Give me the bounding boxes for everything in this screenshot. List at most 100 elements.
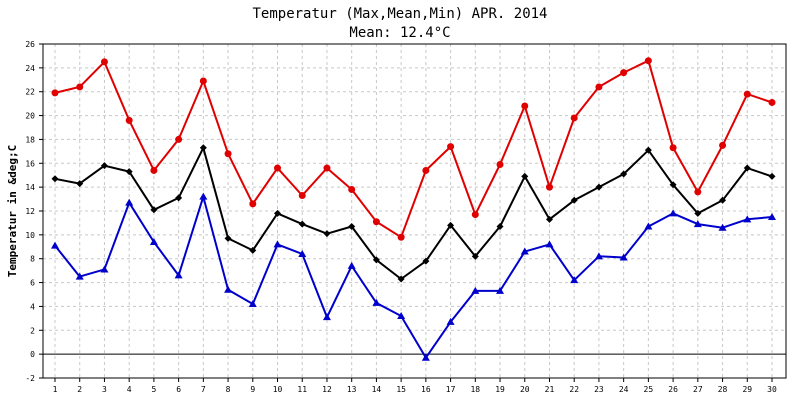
x-tick-label: 27 — [693, 385, 703, 394]
series-mean-point — [150, 206, 158, 214]
series-max-point — [323, 164, 331, 172]
x-tick-label: 1 — [53, 385, 58, 394]
series-mean-point — [274, 209, 282, 217]
series-max-point — [719, 141, 727, 149]
series-min-point — [421, 353, 430, 361]
series-max-point — [768, 98, 776, 106]
x-tick-label: 12 — [322, 385, 332, 394]
series-min-point — [100, 265, 109, 273]
series-min-point — [594, 252, 603, 260]
y-tick-label: 2 — [30, 326, 35, 335]
series-max-point — [397, 233, 405, 241]
x-tick-labels: 1 2 3 4 5 6 7 8 9 10 11 12 13 14 15 16 17 18 19 20 21 22 23 24 2… — [53, 378, 777, 394]
plot-frame — [42, 43, 787, 379]
y-tick-label: 16 — [25, 159, 35, 168]
series-max-point — [298, 191, 306, 199]
series-max-point — [743, 90, 751, 98]
series-mean-point — [669, 181, 677, 189]
y-tick-label: 0 — [30, 350, 35, 359]
series-min-point — [693, 220, 702, 228]
x-tick-label: 20 — [520, 385, 530, 394]
x-tick-label: 11 — [297, 385, 307, 394]
series-min-point — [644, 222, 653, 230]
chart-subtitle: Mean: 12.4°C — [349, 25, 450, 41]
series-mean-point — [620, 170, 628, 178]
series-min-point — [174, 271, 183, 279]
series-mean-point — [348, 223, 356, 231]
series-max-point — [348, 186, 356, 194]
x-tick-label: 7 — [201, 385, 206, 394]
y-axis-label: Temperatur in &deg;C — [6, 145, 19, 277]
series-max-point — [76, 83, 84, 91]
series-mean-point — [447, 221, 455, 229]
series-min-point — [149, 238, 158, 246]
series-max-point — [372, 218, 380, 226]
series-max-point — [224, 150, 232, 158]
series-max-point — [471, 211, 479, 219]
x-tick-label: 16 — [421, 385, 431, 394]
series-max-point — [447, 143, 455, 151]
series-max-point — [694, 188, 702, 196]
y-tick-label: 8 — [30, 255, 35, 264]
series-mean-point — [719, 196, 727, 204]
y-tick-label: 6 — [30, 279, 35, 288]
series-mean-point — [694, 209, 702, 217]
series-min-point — [718, 223, 727, 231]
y-tick-label: 20 — [25, 112, 35, 121]
series-max-point — [125, 116, 133, 124]
series-max-point — [521, 102, 529, 110]
series-mean-point — [595, 183, 603, 191]
series-mean-point — [422, 257, 430, 265]
x-tick-label: 24 — [619, 385, 629, 394]
series-min-point — [125, 198, 134, 206]
y-tick-label: 22 — [25, 88, 35, 97]
series-min-point — [347, 261, 356, 269]
series-max-point — [570, 114, 578, 122]
series-mean-line — [54, 146, 773, 280]
series-max-point — [422, 166, 430, 174]
y-tick-label: 24 — [25, 64, 35, 73]
x-tick-label: 28 — [718, 385, 728, 394]
x-tick-label: 17 — [446, 385, 456, 394]
x-tick-label: 21 — [545, 385, 555, 394]
x-tick-label: 23 — [594, 385, 604, 394]
series-min-point — [768, 212, 776, 220]
y-tick-label: 4 — [30, 302, 35, 311]
series-mean-point — [199, 144, 207, 152]
series-mean-point — [768, 172, 776, 180]
series-max-point — [100, 58, 108, 66]
series-min-point — [397, 311, 406, 319]
x-tick-label: 19 — [495, 385, 505, 394]
x-tick-label: 14 — [372, 385, 382, 394]
series-min-point — [570, 276, 579, 284]
series-max-point — [199, 77, 207, 85]
series-mean — [51, 144, 776, 283]
series-mean-point — [175, 194, 183, 202]
series-min-point — [619, 253, 628, 261]
y-tick-label: 14 — [25, 183, 35, 192]
series-max-point — [669, 144, 677, 152]
series-max-line — [54, 59, 773, 239]
series-min-point — [545, 240, 554, 248]
series-mean-point — [545, 215, 553, 223]
series-min-point — [224, 285, 233, 293]
series-mean-point — [521, 172, 529, 180]
series-mean-point — [570, 196, 578, 204]
series-max-point — [51, 89, 59, 97]
series-max-point — [150, 166, 158, 174]
series-mean-point — [743, 164, 751, 172]
series-min-point — [298, 249, 307, 257]
series-max-point — [274, 164, 282, 172]
series-mean-point — [76, 180, 84, 188]
x-tick-label: 2 — [77, 385, 82, 394]
series-mean-point — [125, 168, 133, 176]
series-mean-point — [471, 252, 479, 260]
series-min-point — [471, 286, 480, 294]
series-min-point — [446, 317, 455, 325]
y-tick-label: 12 — [25, 207, 35, 216]
x-tick-label: 5 — [151, 385, 156, 394]
series-mean-point — [496, 223, 504, 231]
x-tick-label: 30 — [767, 385, 777, 394]
